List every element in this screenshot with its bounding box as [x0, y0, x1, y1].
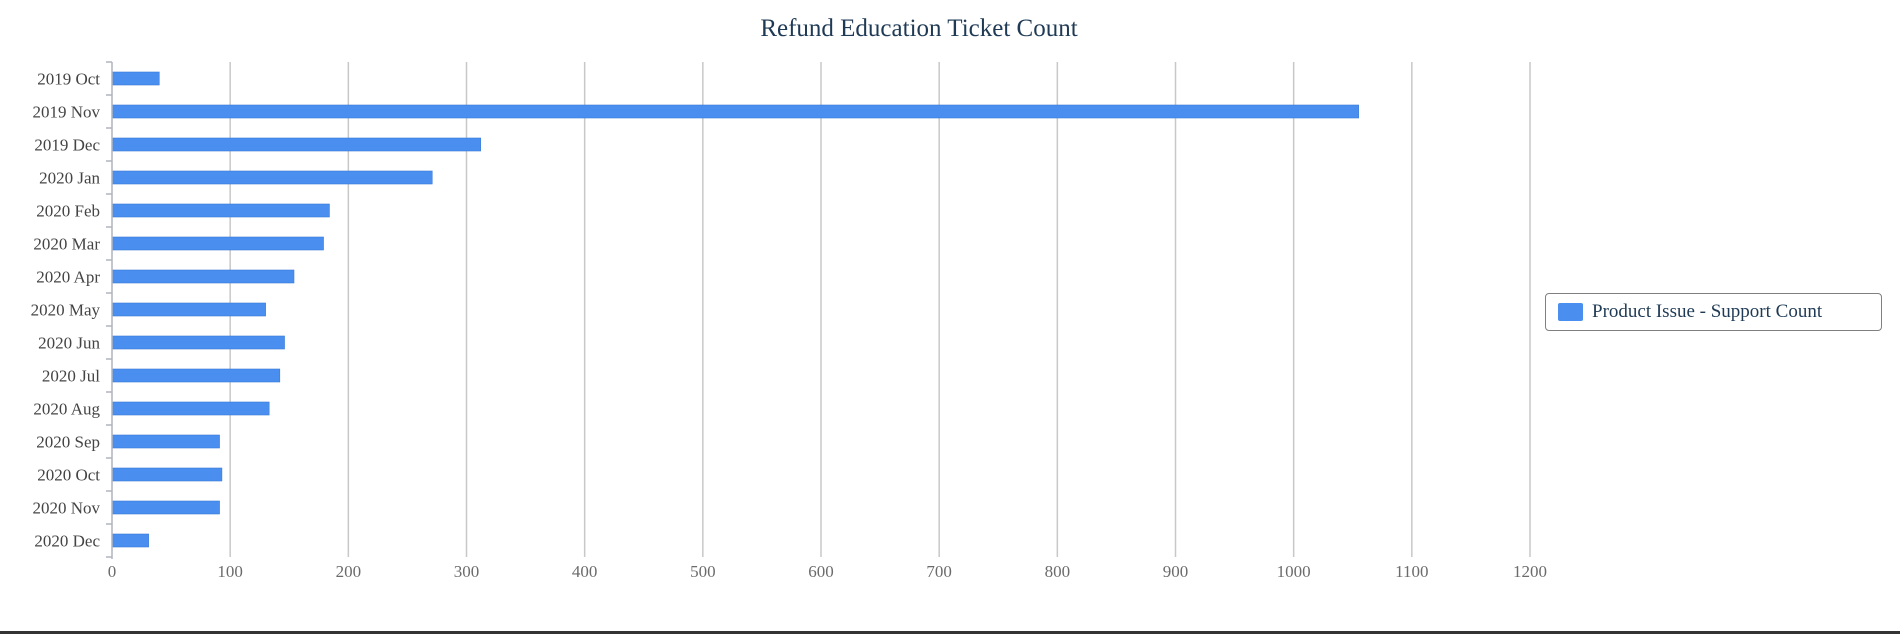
- bar[interactable]: [111, 269, 295, 284]
- y-tick-label: 2020 Apr: [36, 268, 100, 287]
- x-tick-label: 0: [108, 562, 117, 581]
- bar[interactable]: [111, 533, 149, 548]
- x-tick-label: 700: [926, 562, 952, 581]
- y-tick-label: 2020 Nov: [32, 499, 100, 518]
- y-tick-label: 2019 Dec: [34, 136, 100, 155]
- x-tick-label: 1000: [1277, 562, 1311, 581]
- x-tick-label: 1200: [1513, 562, 1547, 581]
- bar[interactable]: [111, 104, 1359, 119]
- y-tick-label: 2019 Nov: [32, 103, 100, 122]
- y-tick-label: 2020 Jun: [38, 334, 100, 353]
- bar[interactable]: [111, 302, 266, 317]
- legend[interactable]: Product Issue - Support Count: [1545, 293, 1882, 331]
- bottom-border: [0, 631, 1900, 634]
- legend-label: Product Issue - Support Count: [1592, 301, 1823, 322]
- x-tick-label: 800: [1045, 562, 1071, 581]
- bar[interactable]: [111, 170, 433, 185]
- bar[interactable]: [111, 71, 160, 86]
- x-tick-label: 1100: [1395, 562, 1428, 581]
- x-tick-label: 600: [808, 562, 834, 581]
- grid-lines: [229, 62, 1531, 557]
- y-tick-label: 2020 Jul: [42, 367, 100, 386]
- chart-title: Refund Education Ticket Count: [760, 15, 1077, 42]
- bar[interactable]: [111, 203, 330, 218]
- x-tick-label: 400: [572, 562, 598, 581]
- bar[interactable]: [111, 335, 285, 350]
- y-tick-label: 2019 Oct: [37, 70, 100, 89]
- x-tick-label: 100: [217, 562, 243, 581]
- bar[interactable]: [111, 467, 223, 482]
- x-tick-label: 200: [336, 562, 362, 581]
- y-tick-label: 2020 Dec: [34, 532, 100, 551]
- x-tick-label: 900: [1163, 562, 1189, 581]
- legend-swatch: [1558, 303, 1583, 321]
- y-tick-labels: 2019 Oct 2019 Nov 2019 Dec 2020 Jan 2020 Feb…: [31, 70, 101, 551]
- y-tick-label: 2020 Feb: [36, 202, 100, 221]
- bar[interactable]: [111, 500, 220, 515]
- x-tick-label: 300: [454, 562, 480, 581]
- y-tick-label: 2020 Mar: [33, 235, 100, 254]
- bar[interactable]: [111, 368, 281, 383]
- bars: [111, 71, 1359, 548]
- x-tick-labels: 0 100 200 300 400 500 600 700 800 900 1000 1100 1200: [108, 562, 1547, 581]
- y-tick-label: 2020 Aug: [33, 400, 100, 419]
- y-tick-label: 2020 May: [31, 301, 101, 320]
- y-tick-label: 2020 Oct: [37, 466, 100, 485]
- bar[interactable]: [111, 137, 481, 152]
- y-tick-label: 2020 Jan: [39, 169, 100, 188]
- bar[interactable]: [111, 401, 270, 416]
- y-tick-label: 2020 Sep: [36, 433, 100, 452]
- x-tick-label: 500: [690, 562, 716, 581]
- axes: [106, 61, 113, 559]
- bar[interactable]: [111, 434, 220, 449]
- bar[interactable]: [111, 236, 324, 251]
